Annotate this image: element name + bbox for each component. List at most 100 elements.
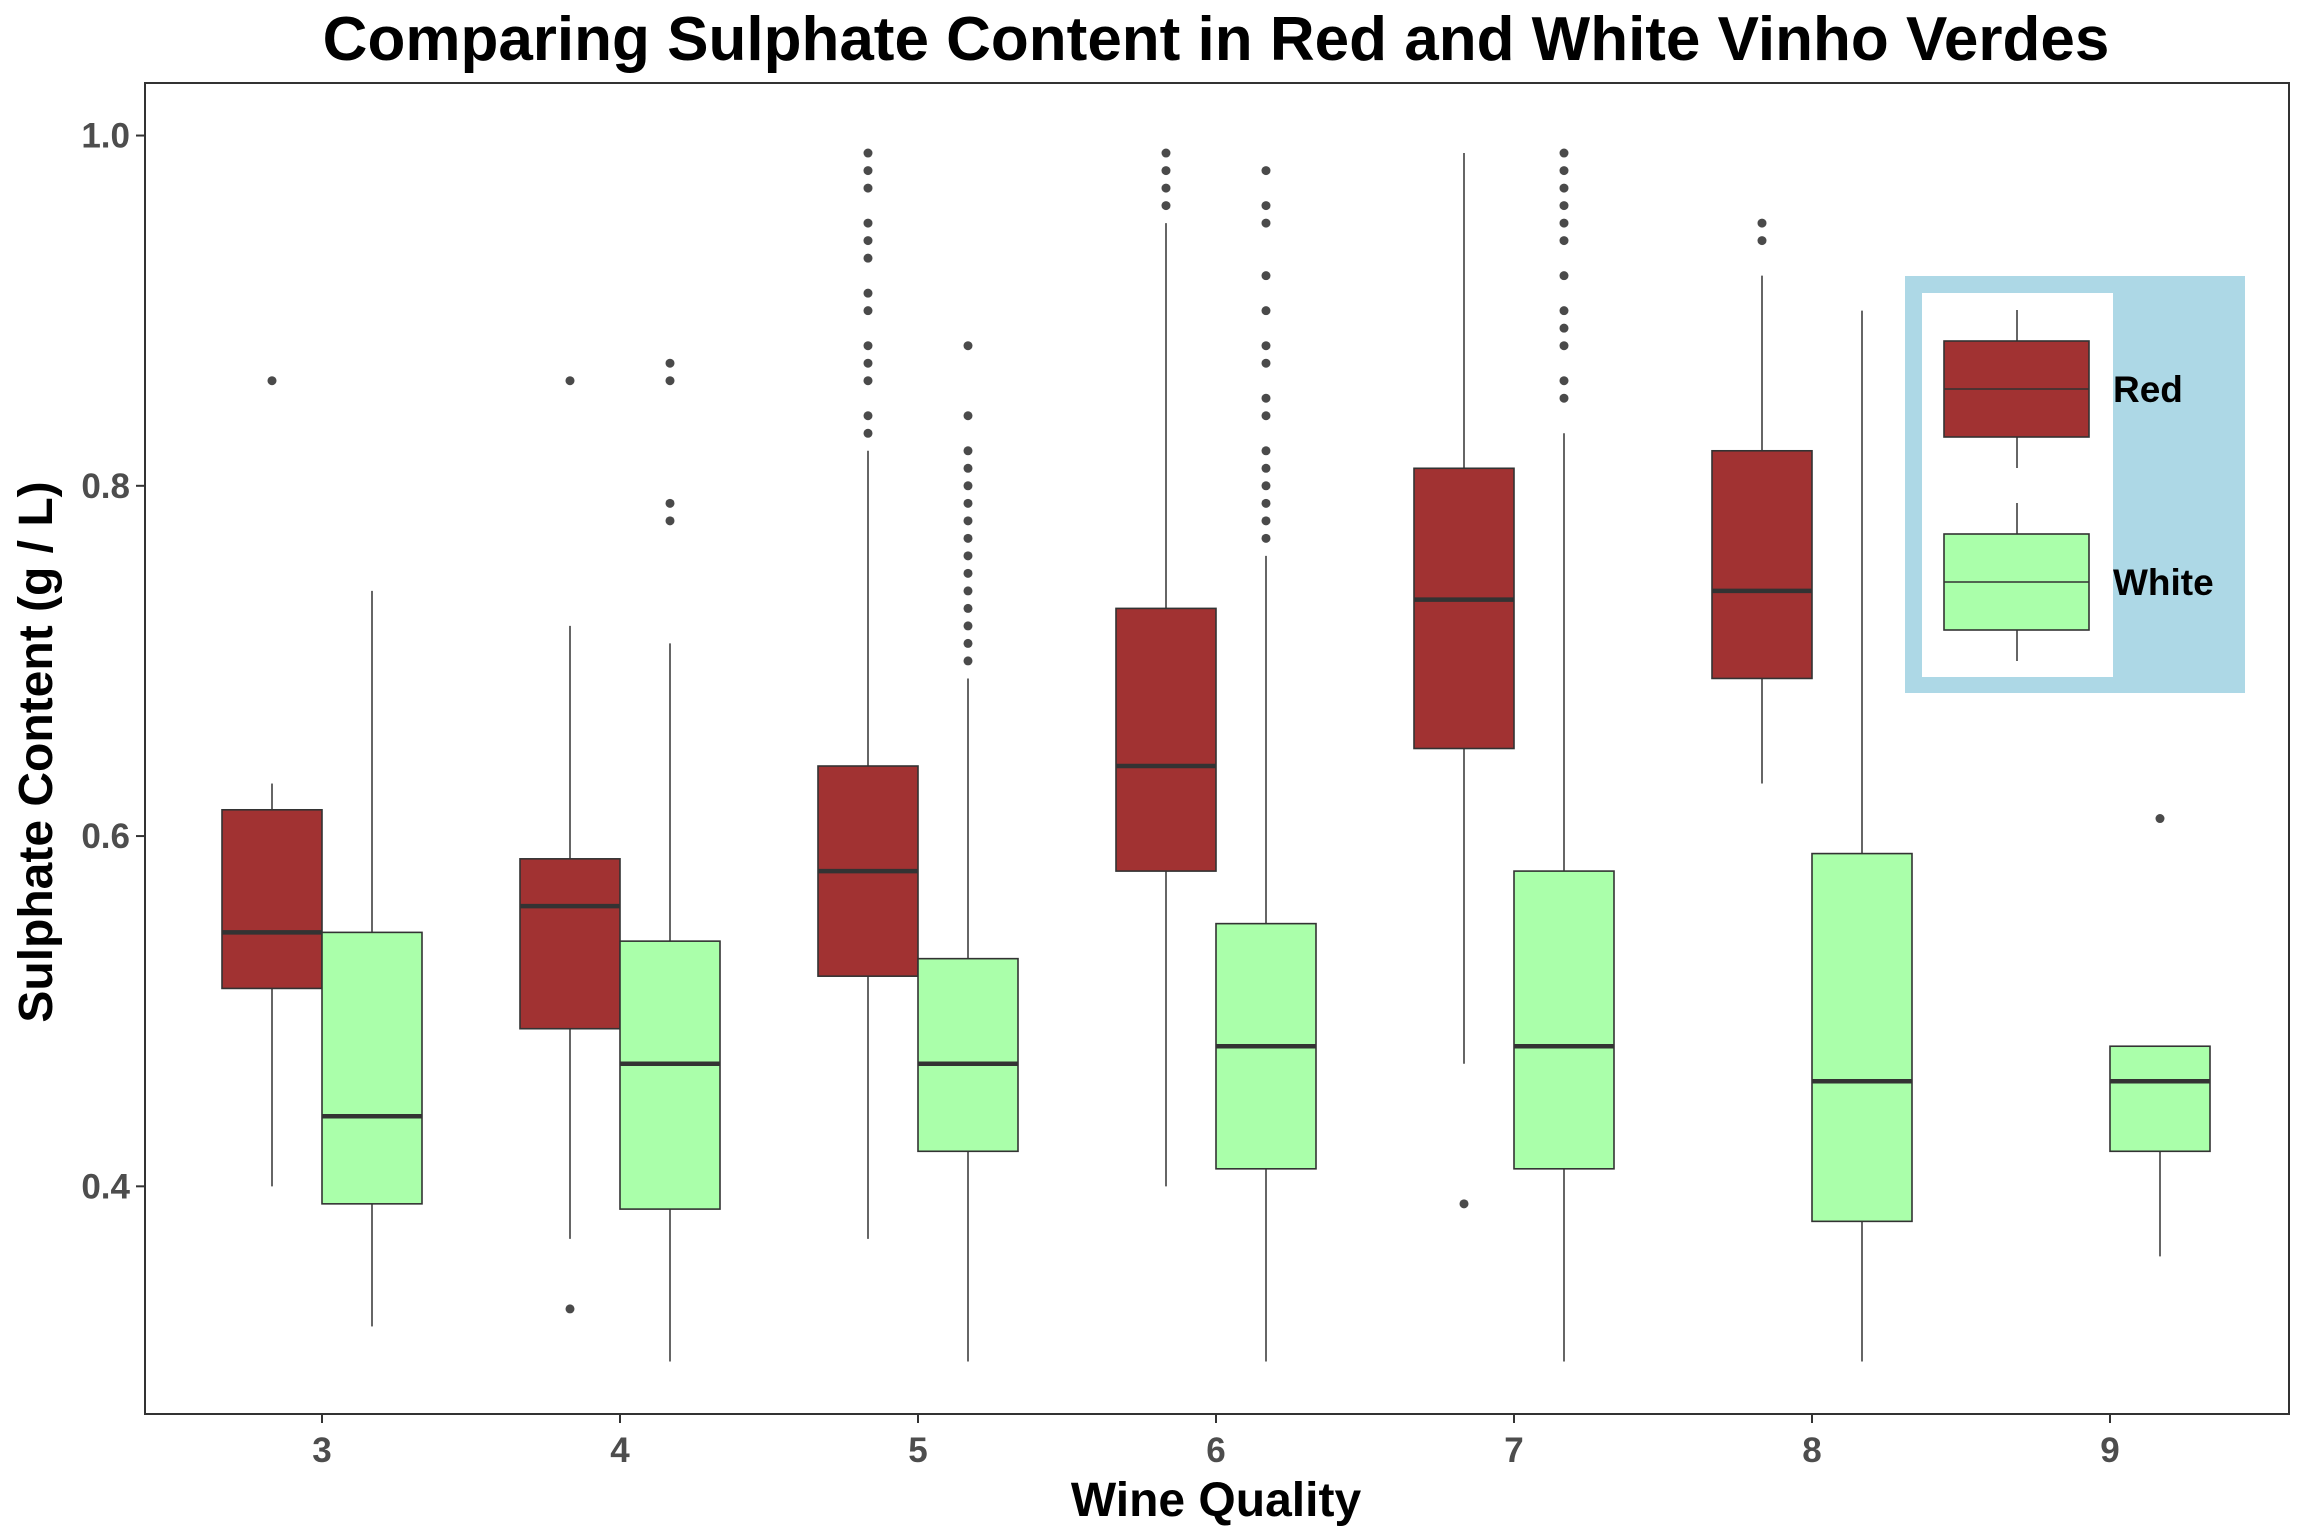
outlier-point: [963, 481, 973, 491]
outlier-point: [863, 288, 873, 298]
outlier-point: [1261, 446, 1271, 456]
outlier-point: [963, 341, 973, 351]
box-red-8: [1711, 218, 1813, 784]
x-axis-title: Wine Quality: [1071, 1474, 1362, 1527]
chart-title: Comparing Sulphate Content in Red and Wh…: [323, 5, 2110, 74]
box-red-7: [1413, 153, 1515, 1209]
x-tick-label: 5: [908, 1431, 927, 1470]
box-white-9: [2109, 814, 2211, 1257]
outlier-point: [963, 446, 973, 456]
box-red-6: [1115, 148, 1217, 1187]
outlier-point: [963, 463, 973, 473]
box-body: [1711, 449, 1813, 680]
box-red-4: [519, 376, 621, 1314]
outlier-point: [1261, 411, 1271, 421]
box-red-3: [221, 376, 323, 1187]
y-axis-title: Sulphate Content (g / L): [10, 481, 63, 1022]
outlier-point: [863, 306, 873, 316]
outlier-point: [665, 376, 675, 386]
outlier-point: [1261, 166, 1271, 176]
outlier-point: [963, 498, 973, 508]
outlier-point: [1261, 463, 1271, 473]
outlier-point: [1559, 341, 1569, 351]
box-white-6: [1215, 166, 1317, 1362]
outlier-point: [1559, 218, 1569, 228]
outlier-point: [1261, 218, 1271, 228]
outlier-point: [565, 1304, 575, 1314]
outlier-point: [863, 183, 873, 193]
y-tick-label: 0.4: [81, 1167, 130, 1206]
x-tick-label: 3: [312, 1431, 331, 1470]
y-tick-label: 1.0: [81, 117, 130, 156]
outlier-point: [1161, 148, 1171, 158]
outlier-point: [963, 586, 973, 596]
outlier-point: [1559, 166, 1569, 176]
box-white-7: [1513, 148, 1615, 1362]
outlier-point: [1261, 481, 1271, 491]
outlier-point: [963, 656, 973, 666]
outlier-point: [963, 603, 973, 613]
outlier-point: [963, 551, 973, 561]
box-body: [321, 931, 423, 1205]
outlier-point: [1559, 236, 1569, 246]
x-tick-label: 6: [1206, 1431, 1225, 1470]
outlier-point: [665, 358, 675, 368]
outlier-point: [1559, 201, 1569, 211]
legend: Red White: [1905, 276, 2245, 693]
outlier-point: [1261, 533, 1271, 543]
outlier-point: [1757, 236, 1767, 246]
box-body: [619, 940, 721, 1210]
outlier-point: [863, 218, 873, 228]
outlier-point: [963, 621, 973, 631]
outlier-point: [1559, 393, 1569, 403]
outlier-point: [1261, 393, 1271, 403]
x-tick-label: 7: [1504, 1431, 1523, 1470]
outlier-point: [1559, 323, 1569, 333]
plot-area: 0.4 0.6 0.8 1.0 3 4 5 6 7 8 9: [81, 82, 2290, 1470]
box-body: [1115, 607, 1217, 872]
box-body: [917, 957, 1019, 1153]
outlier-point: [863, 341, 873, 351]
outlier-point: [863, 166, 873, 176]
outlier-point: [863, 358, 873, 368]
outlier-point: [2155, 814, 2165, 824]
outlier-point: [863, 236, 873, 246]
outlier-point: [1261, 201, 1271, 211]
outlier-point: [1757, 218, 1767, 228]
box-white-3: [321, 590, 423, 1327]
outlier-point: [665, 498, 675, 508]
x-tick-label: 8: [1802, 1431, 1821, 1470]
outlier-point: [1261, 516, 1271, 526]
box-body: [1413, 467, 1515, 750]
x-tick-label: 9: [2100, 1431, 2119, 1470]
outlier-point: [863, 376, 873, 386]
outlier-point: [1161, 166, 1171, 176]
outlier-point: [267, 376, 277, 386]
outlier-point: [963, 533, 973, 543]
legend-label-white: White: [2113, 562, 2214, 603]
box-white-5: [917, 341, 1019, 1362]
outlier-point: [1559, 306, 1569, 316]
outlier-point: [863, 428, 873, 438]
x-tick-label: 4: [610, 1431, 630, 1470]
outlier-point: [1559, 376, 1569, 386]
outlier-point: [863, 253, 873, 263]
outlier-point: [1559, 148, 1569, 158]
outlier-point: [1261, 341, 1271, 351]
box-body: [1811, 852, 1913, 1223]
outlier-point: [963, 568, 973, 578]
box-red-5: [817, 148, 919, 1239]
outlier-point: [963, 411, 973, 421]
outlier-point: [1261, 358, 1271, 368]
outlier-point: [963, 516, 973, 526]
y-tick-label: 0.8: [81, 467, 130, 506]
legend-label-red: Red: [2113, 369, 2183, 410]
outlier-point: [565, 376, 575, 386]
outlier-point: [665, 516, 675, 526]
outlier-point: [1161, 183, 1171, 193]
box-white-8: [1811, 310, 1913, 1362]
outlier-point: [1261, 498, 1271, 508]
outlier-point: [1559, 183, 1569, 193]
outlier-point: [863, 411, 873, 421]
